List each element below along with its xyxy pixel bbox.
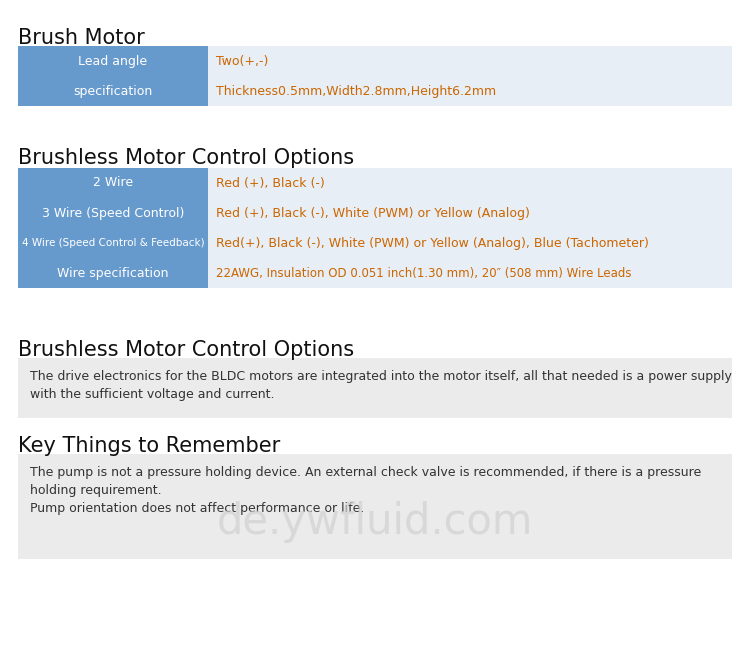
- Text: Two(+,-): Two(+,-): [216, 54, 268, 67]
- Text: Brushless Motor Control Options: Brushless Motor Control Options: [18, 148, 354, 168]
- Text: Brushless Motor Control Options: Brushless Motor Control Options: [18, 340, 354, 360]
- Text: Key Things to Remember: Key Things to Remember: [18, 436, 280, 456]
- Bar: [18, 358, 732, 418]
- Bar: [18, 454, 732, 559]
- Text: Lead angle: Lead angle: [79, 54, 148, 67]
- Text: Red (+), Black (-): Red (+), Black (-): [216, 176, 325, 189]
- Text: 2 Wire: 2 Wire: [93, 176, 133, 189]
- Bar: [208, 228, 732, 258]
- Bar: [208, 76, 732, 106]
- Text: holding requirement.: holding requirement.: [30, 484, 162, 497]
- Bar: [18, 198, 208, 228]
- Text: Red (+), Black (-), White (PWM) or Yellow (Analog): Red (+), Black (-), White (PWM) or Yello…: [216, 207, 530, 220]
- Bar: [18, 258, 208, 288]
- Bar: [208, 46, 732, 76]
- Text: Red(+), Black (-), White (PWM) or Yellow (Analog), Blue (Tachometer): Red(+), Black (-), White (PWM) or Yellow…: [216, 237, 649, 249]
- Bar: [18, 228, 208, 258]
- Text: 3 Wire (Speed Control): 3 Wire (Speed Control): [42, 207, 184, 220]
- Text: specification: specification: [74, 84, 153, 97]
- Bar: [208, 168, 732, 198]
- Text: 22AWG, Insulation OD 0.051 inch(1.30 mm), 20″ (508 mm) Wire Leads: 22AWG, Insulation OD 0.051 inch(1.30 mm)…: [216, 266, 632, 279]
- Bar: [208, 258, 732, 288]
- Bar: [18, 76, 208, 106]
- Bar: [18, 46, 208, 76]
- Text: Brush Motor: Brush Motor: [18, 28, 145, 48]
- Text: Wire specification: Wire specification: [57, 266, 169, 279]
- Bar: [18, 168, 208, 198]
- Text: The pump is not a pressure holding device. An external check valve is recommende: The pump is not a pressure holding devic…: [30, 466, 701, 479]
- Text: The drive electronics for the BLDC motors are integrated into the motor itself, : The drive electronics for the BLDC motor…: [30, 370, 732, 383]
- Text: 4 Wire (Speed Control & Feedback): 4 Wire (Speed Control & Feedback): [22, 238, 204, 248]
- Text: Pump orientation does not affect performance or life.: Pump orientation does not affect perform…: [30, 502, 364, 515]
- Text: Thickness0.5mm,Width2.8mm,Height6.2mm: Thickness0.5mm,Width2.8mm,Height6.2mm: [216, 84, 496, 97]
- Bar: [208, 198, 732, 228]
- Text: with the sufficient voltage and current.: with the sufficient voltage and current.: [30, 388, 274, 401]
- Text: de.ywfluid.com: de.ywfluid.com: [217, 502, 533, 543]
